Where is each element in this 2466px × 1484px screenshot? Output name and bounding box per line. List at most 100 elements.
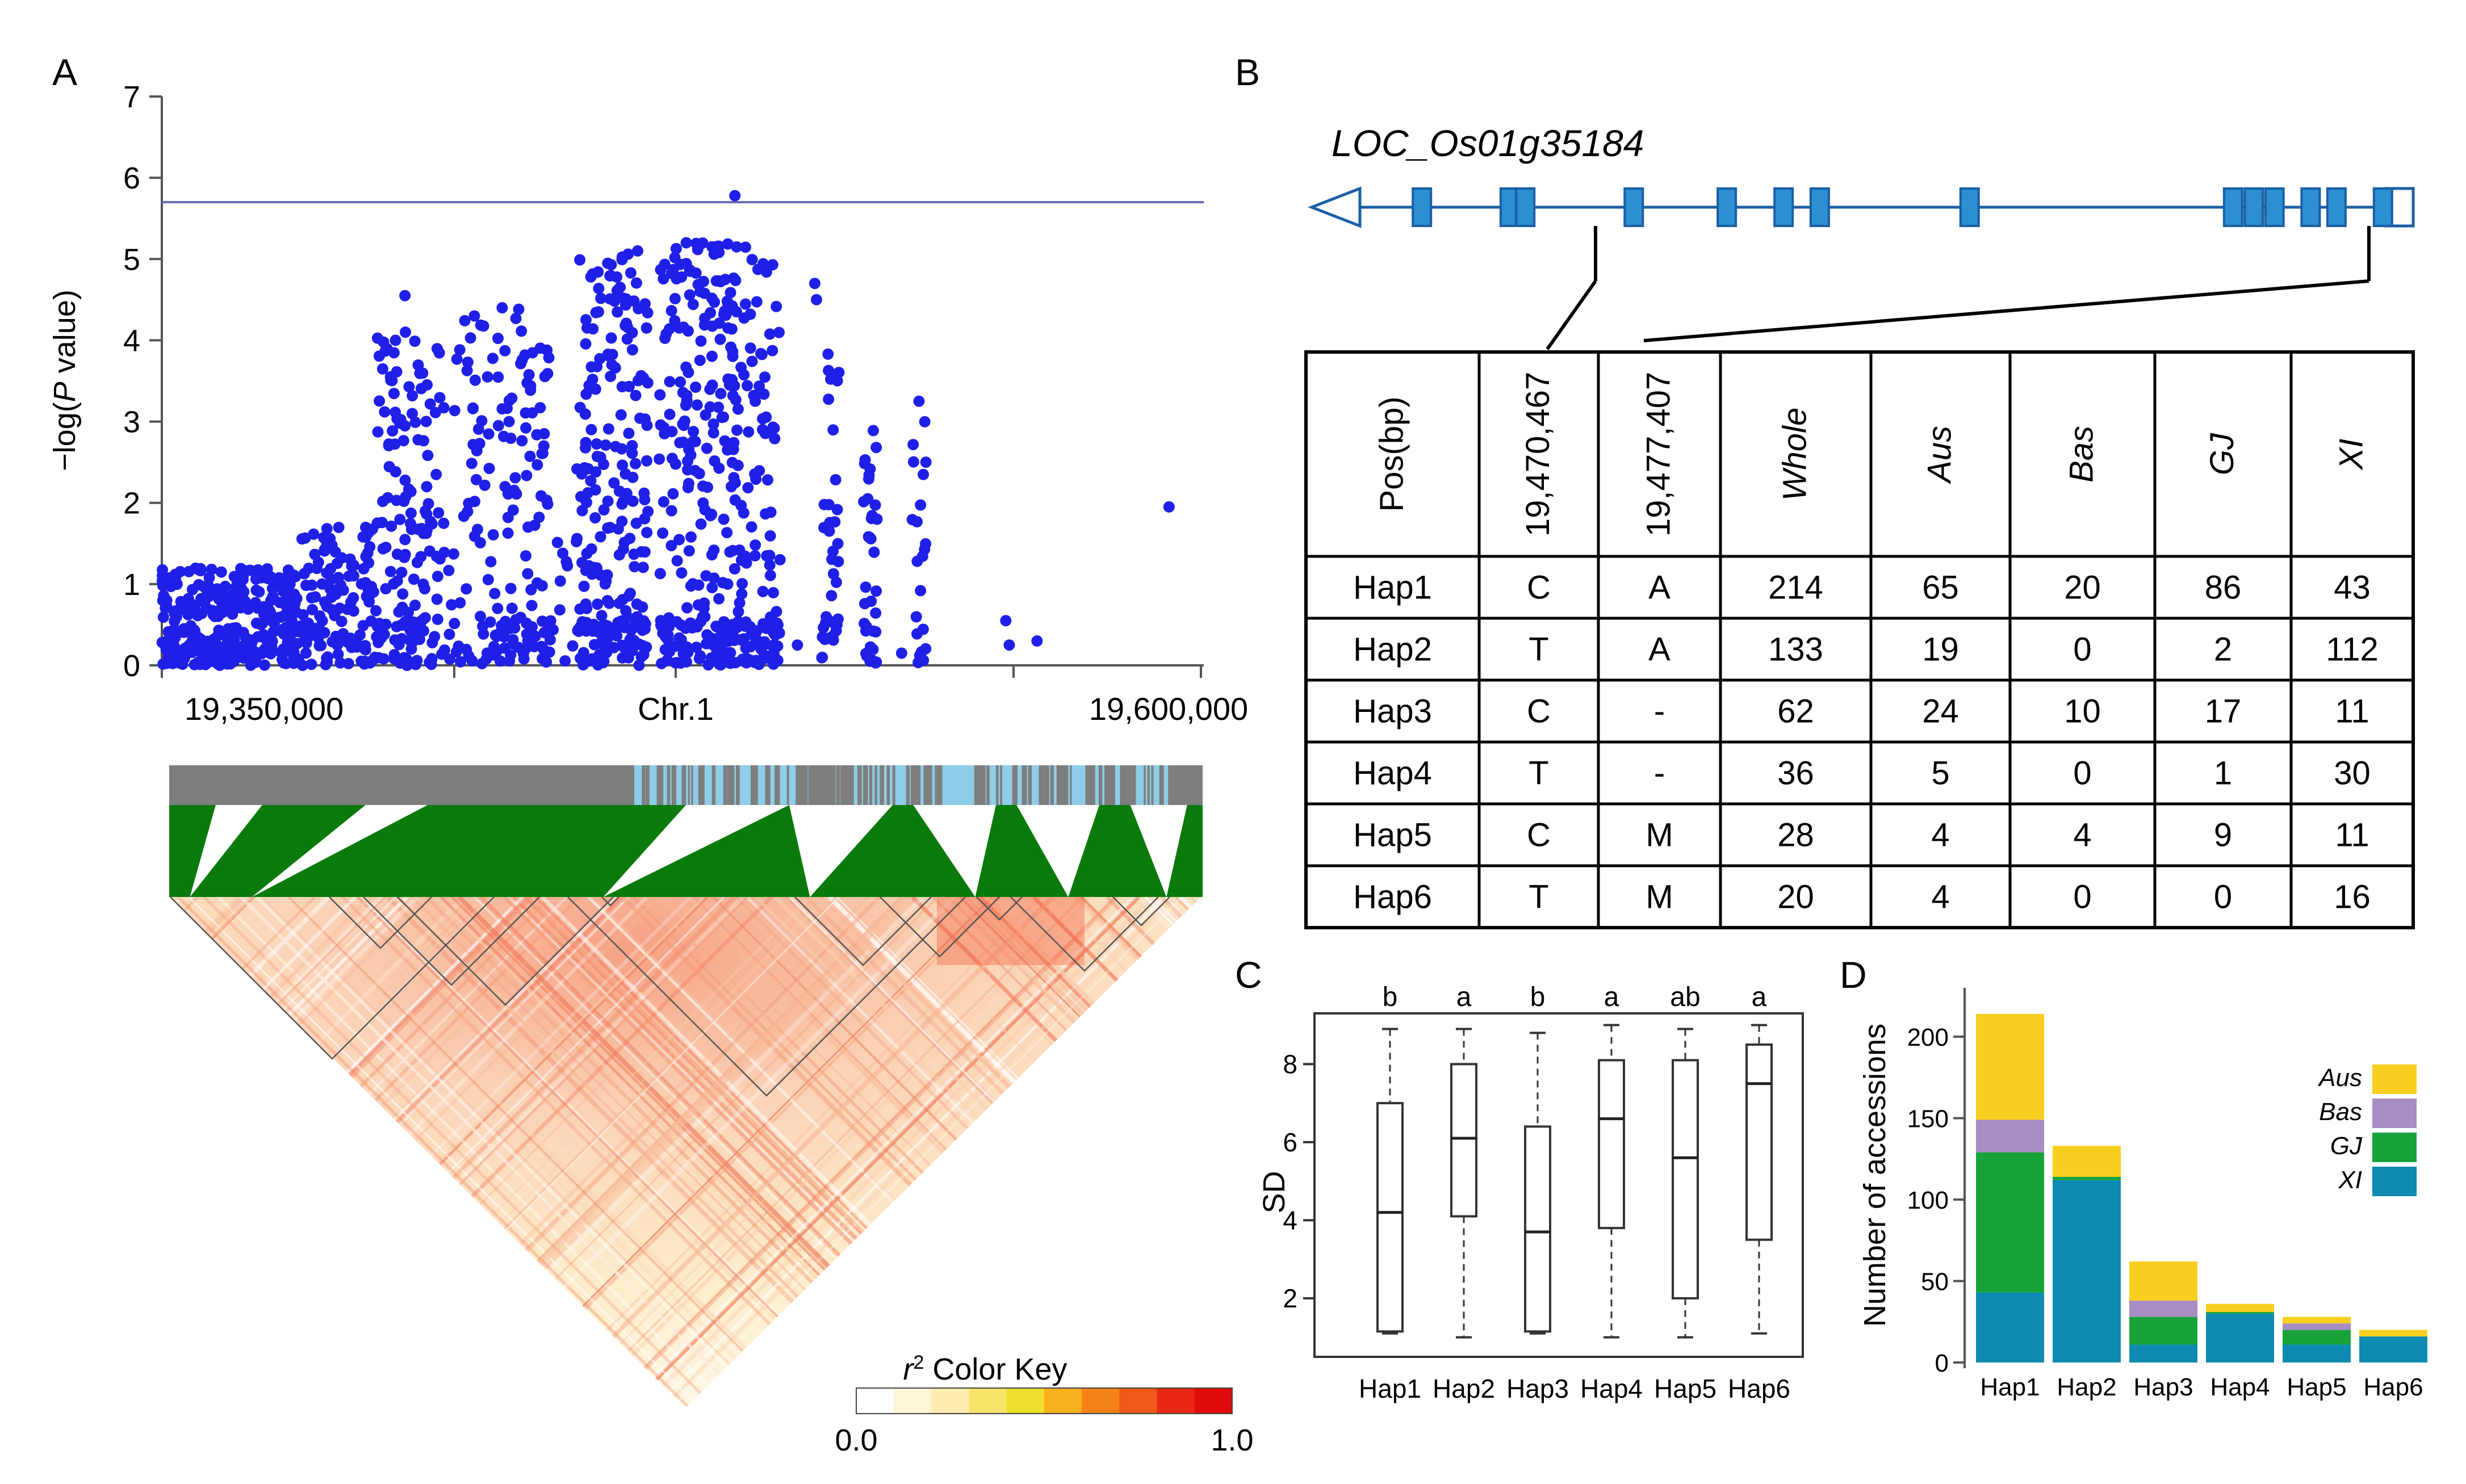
snp-point — [574, 254, 586, 266]
snp-point — [635, 651, 647, 663]
ld-bar-tick — [1168, 765, 1173, 805]
panel-label-d: D — [1840, 954, 1867, 996]
snp-point — [580, 314, 592, 326]
ld-block-outline — [170, 896, 495, 1060]
snp-point — [717, 577, 729, 589]
snp-point — [466, 458, 478, 469]
snp-point — [319, 596, 330, 608]
snp-point — [615, 409, 627, 421]
snp-point — [424, 656, 436, 668]
table-cell: 0 — [2073, 755, 2091, 792]
gene-exon — [1773, 187, 1794, 227]
snp-point — [1031, 635, 1043, 647]
snp-point — [539, 371, 551, 383]
snp-point — [399, 474, 411, 486]
snp-point — [296, 660, 308, 671]
snp-point — [342, 657, 354, 669]
snp-point — [409, 600, 421, 611]
ld-stripe — [564, 897, 1134, 1408]
snp-point — [740, 616, 752, 628]
snp-point — [161, 635, 173, 647]
ld-bar-gap — [1135, 765, 1172, 805]
bar-segment-aus — [2359, 1330, 2427, 1337]
table-header-cell: GJ — [2204, 433, 2241, 475]
snp-point — [727, 389, 739, 401]
snp-point — [698, 319, 710, 331]
snp-point — [483, 428, 495, 440]
snp-point — [580, 338, 592, 350]
gene-exon — [1412, 187, 1433, 227]
ld-bar-tick — [1120, 765, 1124, 805]
snp-point — [559, 655, 571, 667]
snp-point — [430, 468, 442, 480]
significance-letter: b — [1383, 982, 1398, 1012]
snp-point — [685, 531, 697, 543]
snp-point — [614, 485, 625, 497]
color-key-cell — [931, 1388, 970, 1414]
ld-stripe — [613, 897, 1183, 1408]
table-cell: 24 — [1922, 693, 1959, 730]
legend-label-bas: Bas — [2319, 1098, 2362, 1126]
snp-point — [267, 626, 279, 638]
snp-point — [671, 555, 683, 567]
snp-point — [617, 459, 629, 471]
snp-point — [316, 578, 328, 590]
ld-bar-tick — [1012, 765, 1016, 805]
table-cell: 11 — [2335, 693, 2369, 730]
snp-point — [273, 611, 284, 623]
snp-point — [818, 498, 830, 510]
snp-point — [333, 522, 345, 533]
snp-point — [764, 530, 776, 542]
ld-hotspot — [937, 897, 1085, 965]
snp-point — [579, 408, 591, 420]
snp-point — [714, 333, 726, 345]
bar-segment-gj — [2283, 1330, 2351, 1345]
snp-point — [674, 437, 686, 448]
snp-point — [706, 350, 718, 362]
snp-point — [591, 438, 602, 450]
snp-point — [487, 647, 499, 659]
snp-point — [420, 505, 431, 517]
snp-point — [637, 561, 649, 573]
ld-bar-tick — [842, 765, 845, 805]
snp-point — [602, 495, 614, 507]
gene-exon — [1716, 187, 1737, 227]
table-cell: T — [1529, 879, 1548, 916]
ld-bar-tick — [1028, 765, 1031, 805]
ld-bar-tick — [776, 765, 780, 805]
ld-bar-tick — [682, 765, 685, 805]
snp-point — [215, 566, 227, 578]
bar-y-tick-label: 150 — [1907, 1105, 1949, 1133]
snp-point — [830, 474, 841, 485]
snp-point — [742, 380, 753, 392]
snp-point — [424, 398, 436, 410]
snp-point — [675, 376, 686, 388]
snp-point — [389, 438, 401, 450]
snp-point — [499, 345, 511, 357]
snp-point — [157, 611, 169, 623]
table-cell: A — [1648, 569, 1670, 606]
snp-point — [748, 656, 760, 668]
snp-point — [183, 565, 195, 577]
snp-point — [620, 299, 631, 311]
table-header-cell: Pos(bp) — [1374, 396, 1410, 512]
bar-segment-gj — [2129, 1317, 2197, 1345]
ld-bar-tick — [698, 765, 704, 805]
snp-point — [412, 359, 424, 371]
snp-point — [299, 632, 311, 644]
snp-point — [708, 544, 720, 556]
snp-point — [761, 550, 773, 562]
snp-point — [516, 435, 528, 447]
snp-point — [575, 621, 587, 632]
snp-point — [266, 582, 278, 594]
snp-point — [332, 648, 344, 660]
gene-exon — [1959, 187, 1980, 227]
snp-point — [744, 308, 756, 320]
snp-point — [726, 481, 737, 493]
snp-point — [585, 543, 597, 555]
snp-point — [278, 572, 290, 584]
snp-point — [678, 420, 690, 431]
gene-exon — [2300, 187, 2321, 227]
snp-point — [592, 266, 604, 278]
snp-point — [764, 569, 776, 581]
